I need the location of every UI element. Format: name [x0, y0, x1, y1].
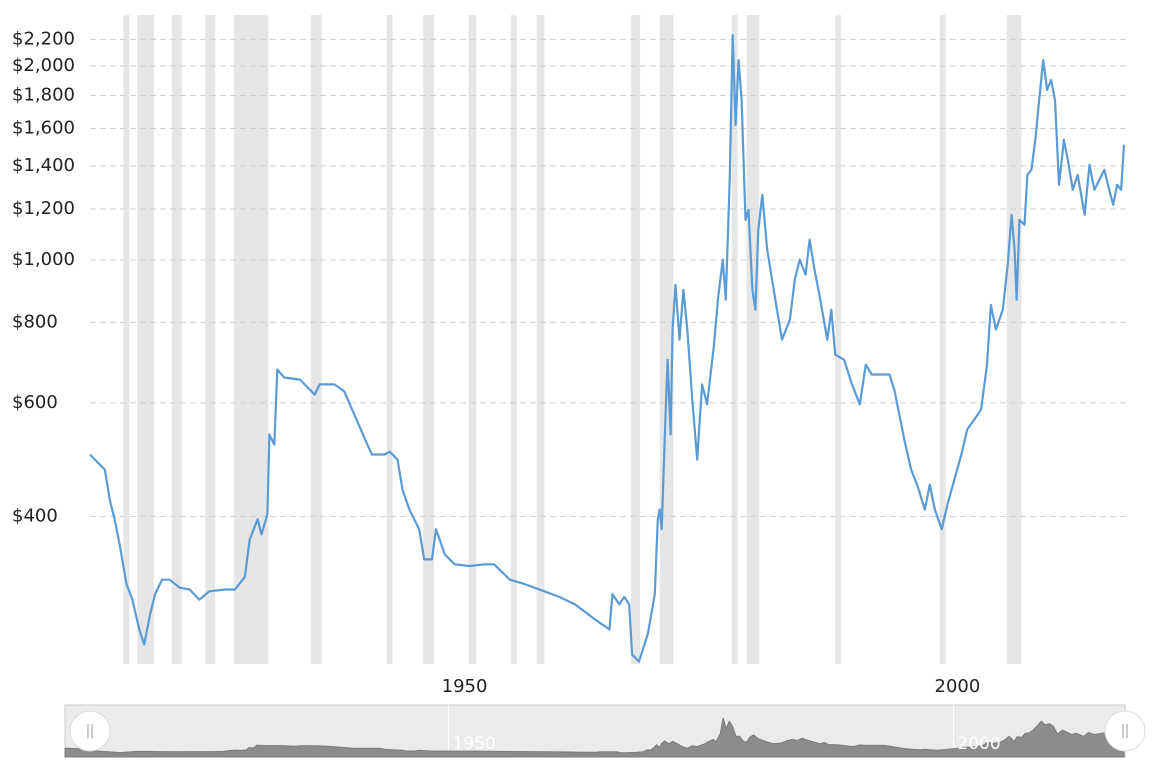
recession-band	[510, 15, 517, 664]
recession-band	[731, 15, 738, 664]
recession-band	[1006, 15, 1022, 664]
price-line	[89, 34, 1126, 663]
handle-knob	[69, 710, 111, 752]
recession-band	[123, 15, 130, 664]
recession-band	[939, 15, 946, 664]
recession-band	[631, 15, 641, 664]
handle-knob	[1104, 710, 1146, 752]
x-tick-label: 2000	[935, 676, 981, 697]
recession-band	[468, 15, 477, 664]
y-tick-label: $1,400	[12, 155, 75, 176]
y-tick-label: $600	[12, 392, 58, 413]
navigator-area	[64, 717, 1125, 758]
recession-band	[310, 15, 322, 664]
recession-band	[536, 15, 545, 664]
recession-band	[386, 15, 393, 664]
y-tick-label: $2,000	[12, 55, 75, 76]
x-tick-label: 1950	[442, 676, 488, 697]
recession-band	[137, 15, 155, 664]
y-tick-label: $1,000	[12, 249, 75, 270]
y-tick-label: $1,600	[12, 117, 75, 138]
y-tick-label: $400	[12, 505, 58, 526]
y-tick-label: $800	[12, 311, 58, 332]
navigator-label: 1950	[453, 734, 496, 754]
navigator-handle[interactable]	[1104, 710, 1146, 752]
recession-band	[835, 15, 842, 664]
navigator-label: 2000	[957, 734, 1000, 754]
recession-band	[746, 15, 760, 664]
recession-band	[205, 15, 216, 664]
y-tick-label: $1,200	[12, 198, 75, 219]
y-tick-label: $2,200	[12, 28, 75, 49]
recession-band	[233, 15, 269, 664]
recession-band	[171, 15, 182, 664]
navigator-handle[interactable]	[69, 710, 111, 752]
recession-band	[423, 15, 435, 664]
y-tick-label: $1,800	[12, 84, 75, 105]
